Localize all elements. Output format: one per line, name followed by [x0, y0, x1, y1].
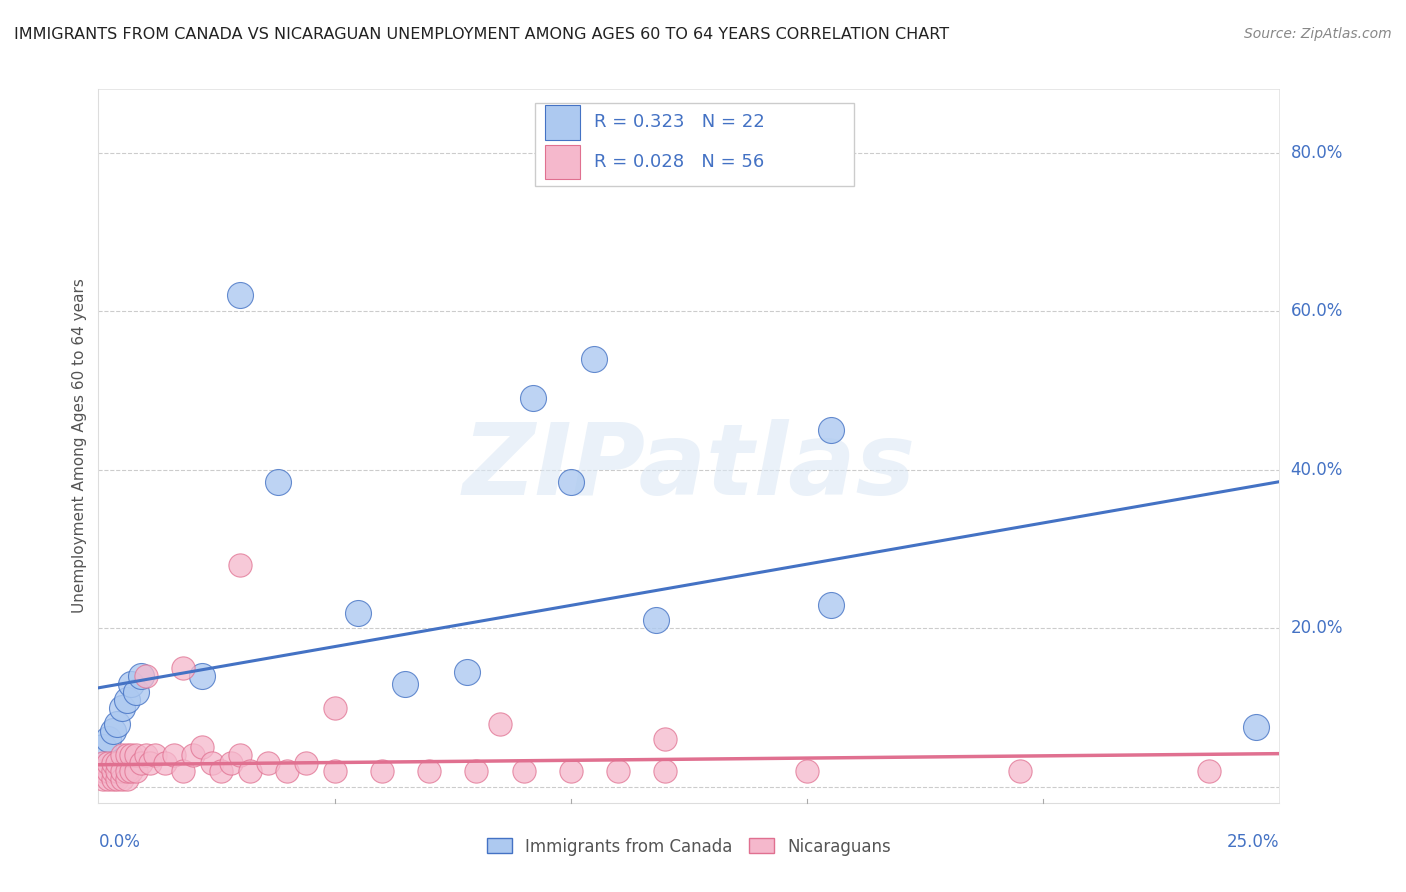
Point	[101, 764, 124, 778]
Text: 80.0%: 80.0%	[1291, 144, 1343, 161]
Point	[97, 764, 120, 778]
Point	[276, 764, 298, 778]
Point	[111, 748, 134, 763]
Point	[121, 764, 143, 778]
Legend: Immigrants from Canada, Nicaraguans: Immigrants from Canada, Nicaraguans	[479, 831, 898, 863]
FancyBboxPatch shape	[546, 105, 581, 139]
Point	[323, 700, 346, 714]
Point	[172, 764, 194, 778]
Point	[101, 772, 124, 786]
Point	[163, 748, 186, 763]
Point	[257, 756, 280, 771]
Point	[91, 772, 114, 786]
Text: R = 0.323   N = 22: R = 0.323 N = 22	[595, 113, 765, 131]
Point	[229, 288, 252, 302]
Text: IMMIGRANTS FROM CANADA VS NICARAGUAN UNEMPLOYMENT AMONG AGES 60 TO 64 YEARS CORR: IMMIGRANTS FROM CANADA VS NICARAGUAN UNE…	[14, 27, 949, 42]
Point	[115, 764, 138, 778]
Point	[560, 475, 582, 489]
Text: 40.0%: 40.0%	[1291, 461, 1343, 479]
Point	[105, 716, 128, 731]
Point	[560, 764, 582, 778]
Point	[97, 732, 120, 747]
Point	[607, 764, 630, 778]
Text: ZIPatlas: ZIPatlas	[463, 419, 915, 516]
Point	[644, 614, 666, 628]
Point	[115, 748, 138, 763]
Point	[121, 748, 143, 763]
Point	[209, 764, 232, 778]
Text: R = 0.028   N = 56: R = 0.028 N = 56	[595, 153, 765, 171]
Point	[1198, 764, 1220, 778]
Point	[139, 756, 162, 771]
Point	[394, 677, 416, 691]
FancyBboxPatch shape	[546, 145, 581, 179]
Point	[121, 677, 143, 691]
Text: 20.0%: 20.0%	[1291, 619, 1343, 638]
Point	[512, 764, 534, 778]
Text: Source: ZipAtlas.com: Source: ZipAtlas.com	[1244, 27, 1392, 41]
Point	[172, 661, 194, 675]
Point	[91, 740, 114, 755]
Point	[111, 700, 134, 714]
Point	[796, 764, 818, 778]
Point	[583, 351, 606, 366]
Point	[97, 772, 120, 786]
Point	[229, 558, 252, 572]
Point	[111, 764, 134, 778]
FancyBboxPatch shape	[536, 103, 855, 186]
Point	[105, 764, 128, 778]
Point	[654, 732, 676, 747]
Point	[229, 748, 252, 763]
Point	[1008, 764, 1031, 778]
Point	[105, 772, 128, 786]
Point	[135, 748, 157, 763]
Point	[295, 756, 318, 771]
Point	[153, 756, 176, 771]
Point	[191, 669, 214, 683]
Point	[101, 756, 124, 771]
Point	[135, 669, 157, 683]
Point	[323, 764, 346, 778]
Point	[111, 772, 134, 786]
Point	[371, 764, 394, 778]
Point	[219, 756, 242, 771]
Point	[125, 685, 148, 699]
Text: 25.0%: 25.0%	[1227, 833, 1279, 851]
Point	[820, 598, 842, 612]
Point	[465, 764, 488, 778]
Point	[201, 756, 224, 771]
Point	[267, 475, 290, 489]
Point	[91, 756, 114, 771]
Text: 0.0%: 0.0%	[98, 833, 141, 851]
Point	[115, 772, 138, 786]
Point	[191, 740, 214, 755]
Point	[91, 764, 114, 778]
Point	[418, 764, 440, 778]
Point	[1244, 721, 1267, 735]
Point	[97, 756, 120, 771]
Point	[347, 606, 370, 620]
Point	[129, 756, 152, 771]
Point	[125, 764, 148, 778]
Text: 60.0%: 60.0%	[1291, 302, 1343, 320]
Point	[239, 764, 262, 778]
Point	[101, 724, 124, 739]
Point	[654, 764, 676, 778]
Y-axis label: Unemployment Among Ages 60 to 64 years: Unemployment Among Ages 60 to 64 years	[72, 278, 87, 614]
Point	[456, 665, 478, 679]
Point	[105, 756, 128, 771]
Point	[129, 669, 152, 683]
Point	[489, 716, 512, 731]
Point	[143, 748, 166, 763]
Point	[820, 423, 842, 437]
Point	[115, 692, 138, 706]
Point	[125, 748, 148, 763]
Point	[522, 392, 544, 406]
Point	[181, 748, 204, 763]
